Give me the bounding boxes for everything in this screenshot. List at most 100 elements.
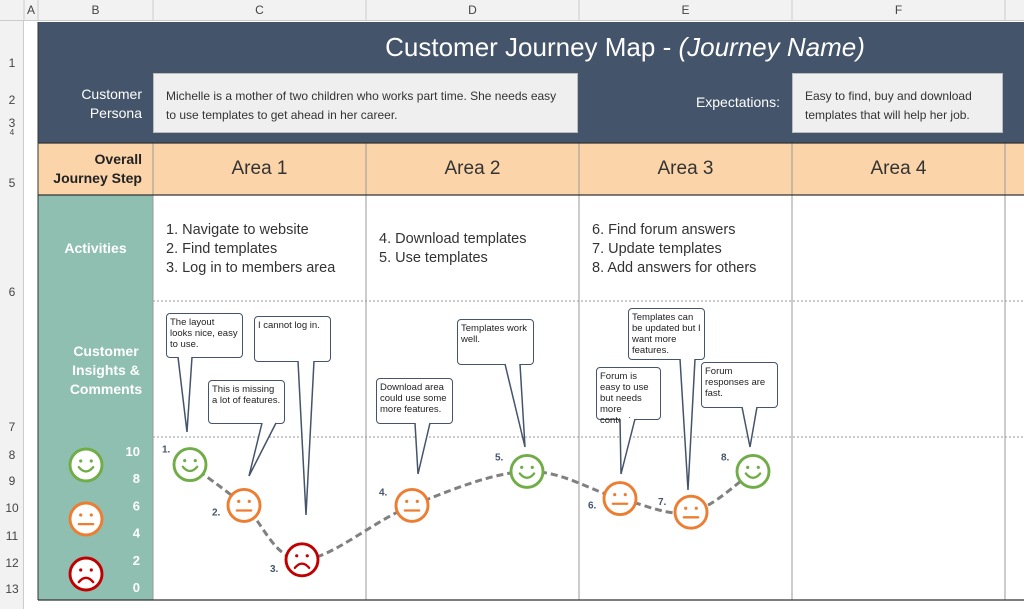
title-italic: (Journey Name) <box>678 32 865 62</box>
row-header: 13 <box>5 582 19 596</box>
eye <box>756 465 760 469</box>
callout-tail-fill <box>178 356 192 432</box>
eye <box>415 499 419 503</box>
callout-tail-fill <box>620 418 635 474</box>
eye <box>623 493 627 497</box>
mouth <box>181 465 199 473</box>
step-label: 4. <box>379 487 388 498</box>
face-outline <box>172 447 208 483</box>
activities-label: Activities <box>64 240 127 256</box>
column-header: E <box>681 3 690 17</box>
face-outline <box>394 487 430 523</box>
callout: This is missing a lot of features. <box>208 380 285 424</box>
area-label: Area 4 <box>870 158 927 179</box>
callout: I cannot log in. <box>254 316 331 362</box>
callout: The layout looks nice, easy to use. <box>166 313 243 358</box>
step-label: 6. <box>588 501 597 512</box>
column-header: B <box>91 3 100 17</box>
activity: 8. Add answers for others <box>592 259 757 276</box>
face-outline <box>735 453 771 489</box>
callout: Templates can be updated but I want more… <box>628 308 705 360</box>
activity: 3. Log in to members area <box>166 259 336 276</box>
callout-tail-fill <box>249 422 276 476</box>
callout-tail-fill <box>742 406 757 447</box>
row-header: 2 <box>8 93 16 107</box>
step-label: 7. <box>658 497 667 508</box>
face <box>172 447 208 483</box>
row-header: 3 <box>8 116 16 130</box>
activity: 7. Update templates <box>592 240 722 257</box>
step-label: Overall Journey Step <box>53 151 142 186</box>
row-header: 4 <box>9 128 15 137</box>
face-outline <box>226 487 262 523</box>
face <box>602 481 638 517</box>
callout-tail <box>248 422 277 477</box>
persona-label: Customer Persona <box>81 86 142 121</box>
row-header: 7 <box>8 420 16 434</box>
row-header: 9 <box>8 474 16 488</box>
face <box>735 453 771 489</box>
eye <box>530 465 534 469</box>
step-label: 1. <box>162 445 171 456</box>
row-header: 10 <box>5 501 19 515</box>
mouth <box>744 472 762 479</box>
eye <box>193 459 197 463</box>
eye <box>183 459 187 463</box>
persona-text: Michelle is a mother of two children who… <box>153 73 578 133</box>
step-label: 2. <box>212 507 221 518</box>
callout-tail-fill <box>415 422 430 474</box>
column-header: C <box>255 3 264 17</box>
column-header: D <box>468 3 477 17</box>
callout-tail <box>679 358 696 491</box>
callout: Download area could use some more featur… <box>376 378 453 424</box>
face <box>226 487 262 523</box>
eye <box>694 506 698 510</box>
eye <box>405 499 409 503</box>
eye <box>520 465 524 469</box>
eye <box>247 499 251 503</box>
callout-tail <box>619 418 636 475</box>
activity: 6. Find forum answers <box>592 221 736 238</box>
row-header: 8 <box>8 448 16 462</box>
callout-tail <box>414 422 431 475</box>
face <box>509 453 545 489</box>
eye <box>746 465 750 469</box>
callout-tail <box>297 360 315 516</box>
eye <box>295 554 299 558</box>
row-header: 6 <box>8 285 16 299</box>
row-header: 11 <box>5 529 19 543</box>
title-text: Customer Journey Map - <box>385 32 672 62</box>
activity: 4. Download templates <box>379 231 527 247</box>
title: Customer Journey Map - (Journey Name) <box>300 32 950 63</box>
face <box>284 542 320 578</box>
row-header: 1 <box>8 56 16 70</box>
callout-tail-fill <box>680 358 695 490</box>
face-outline <box>509 453 545 489</box>
column-header: F <box>894 3 903 17</box>
row-header-bar <box>0 21 24 609</box>
journey-line <box>189 463 754 562</box>
step-label: 3. <box>270 564 279 575</box>
row-header: 12 <box>5 556 19 570</box>
callout-tail-fill <box>298 360 314 515</box>
face-outline <box>673 494 709 530</box>
face <box>673 494 709 530</box>
activity: 2. Find templates <box>166 240 278 257</box>
mouth <box>518 472 536 479</box>
area-label: Area 1 <box>231 158 288 179</box>
callout-tail <box>177 356 193 433</box>
face-outline <box>284 542 320 578</box>
step-label: 5. <box>495 452 504 463</box>
activity: 5. Use templates <box>379 250 488 266</box>
callout: Templates work well. <box>457 319 534 365</box>
expectations-text: Easy to find, buy and download templates… <box>792 73 1003 133</box>
step-label: 8. <box>721 452 730 463</box>
column-header: A <box>26 3 35 17</box>
eye <box>613 493 617 497</box>
callout: Forum is easy to use but needs more cont… <box>596 367 661 426</box>
column-header-bar <box>0 0 1024 21</box>
callout: Forum responses are fast. <box>701 362 778 408</box>
eye <box>237 499 241 503</box>
expectations-label: Expectations: <box>695 94 780 110</box>
